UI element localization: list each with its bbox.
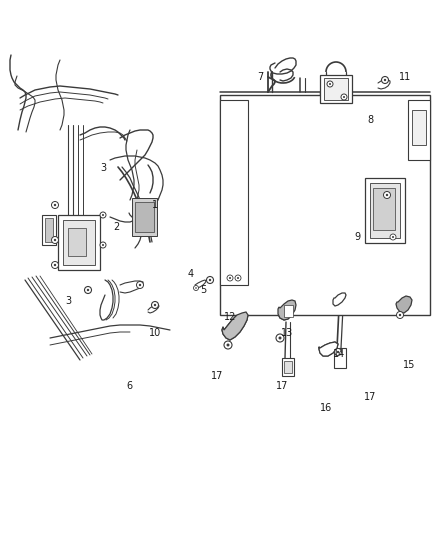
Text: 12: 12 [224, 312, 236, 322]
Circle shape [279, 336, 282, 340]
Bar [220, 95, 430, 315]
Circle shape [102, 214, 104, 216]
Polygon shape [333, 293, 346, 306]
Circle shape [386, 194, 388, 196]
Bar [68, 228, 86, 256]
Circle shape [152, 302, 159, 309]
Bar [132, 198, 157, 236]
Text: 13: 13 [281, 328, 293, 338]
Circle shape [87, 289, 89, 291]
Circle shape [384, 191, 391, 198]
Circle shape [154, 304, 156, 306]
Circle shape [399, 314, 401, 316]
Bar [42, 215, 56, 245]
Text: 5: 5 [201, 286, 207, 295]
Text: 11: 11 [399, 72, 411, 82]
Circle shape [52, 201, 59, 208]
Circle shape [229, 277, 231, 279]
Text: 14: 14 [333, 350, 346, 359]
Circle shape [52, 237, 59, 244]
Text: 16: 16 [320, 403, 332, 413]
Circle shape [194, 286, 198, 290]
Circle shape [396, 311, 403, 319]
Text: 17: 17 [276, 382, 289, 391]
Text: 4: 4 [187, 270, 194, 279]
Circle shape [335, 349, 342, 356]
Text: 8: 8 [367, 115, 373, 125]
Circle shape [227, 275, 233, 281]
Circle shape [343, 96, 345, 98]
Bar [45, 218, 53, 242]
Text: 9: 9 [354, 232, 360, 242]
Circle shape [390, 234, 396, 240]
Bar [373, 188, 395, 230]
Circle shape [85, 287, 92, 294]
Bar [365, 178, 405, 243]
Circle shape [206, 277, 213, 284]
Circle shape [237, 277, 239, 279]
Circle shape [329, 83, 331, 85]
Polygon shape [222, 312, 248, 340]
Circle shape [327, 81, 333, 87]
Text: 7: 7 [258, 72, 264, 82]
Text: 17: 17 [211, 371, 223, 381]
Bar [135, 202, 154, 232]
Text: 6: 6 [126, 382, 132, 391]
Bar [324, 78, 348, 100]
Circle shape [102, 244, 104, 246]
Circle shape [54, 204, 56, 206]
Circle shape [384, 79, 386, 81]
Text: 3: 3 [100, 163, 106, 173]
Text: 2: 2 [113, 222, 119, 231]
Circle shape [337, 351, 339, 353]
Bar [284, 305, 293, 317]
Circle shape [195, 287, 197, 289]
Text: 15: 15 [403, 360, 416, 370]
Circle shape [276, 334, 284, 342]
Circle shape [209, 279, 211, 281]
Text: 17: 17 [364, 392, 376, 402]
Circle shape [139, 284, 141, 286]
Polygon shape [396, 296, 412, 313]
Bar [370, 183, 400, 238]
Circle shape [100, 242, 106, 248]
Circle shape [226, 343, 230, 346]
Circle shape [137, 281, 144, 288]
Bar [58, 215, 100, 270]
Text: 3: 3 [65, 296, 71, 306]
Circle shape [235, 275, 241, 281]
Circle shape [54, 239, 56, 241]
Bar [284, 361, 292, 373]
Bar [282, 358, 294, 376]
Polygon shape [278, 300, 296, 320]
Circle shape [100, 212, 106, 218]
Bar [412, 110, 426, 145]
Text: 10: 10 [149, 328, 162, 338]
Circle shape [54, 264, 56, 266]
Text: 1: 1 [152, 200, 159, 210]
Bar [334, 348, 346, 368]
Circle shape [52, 262, 59, 269]
Circle shape [341, 94, 347, 100]
Bar [63, 220, 95, 265]
Circle shape [224, 341, 232, 349]
Bar [408, 100, 430, 160]
Circle shape [392, 236, 394, 238]
Circle shape [381, 77, 389, 84]
Bar [320, 75, 352, 103]
Polygon shape [319, 342, 338, 356]
Bar [220, 100, 248, 285]
